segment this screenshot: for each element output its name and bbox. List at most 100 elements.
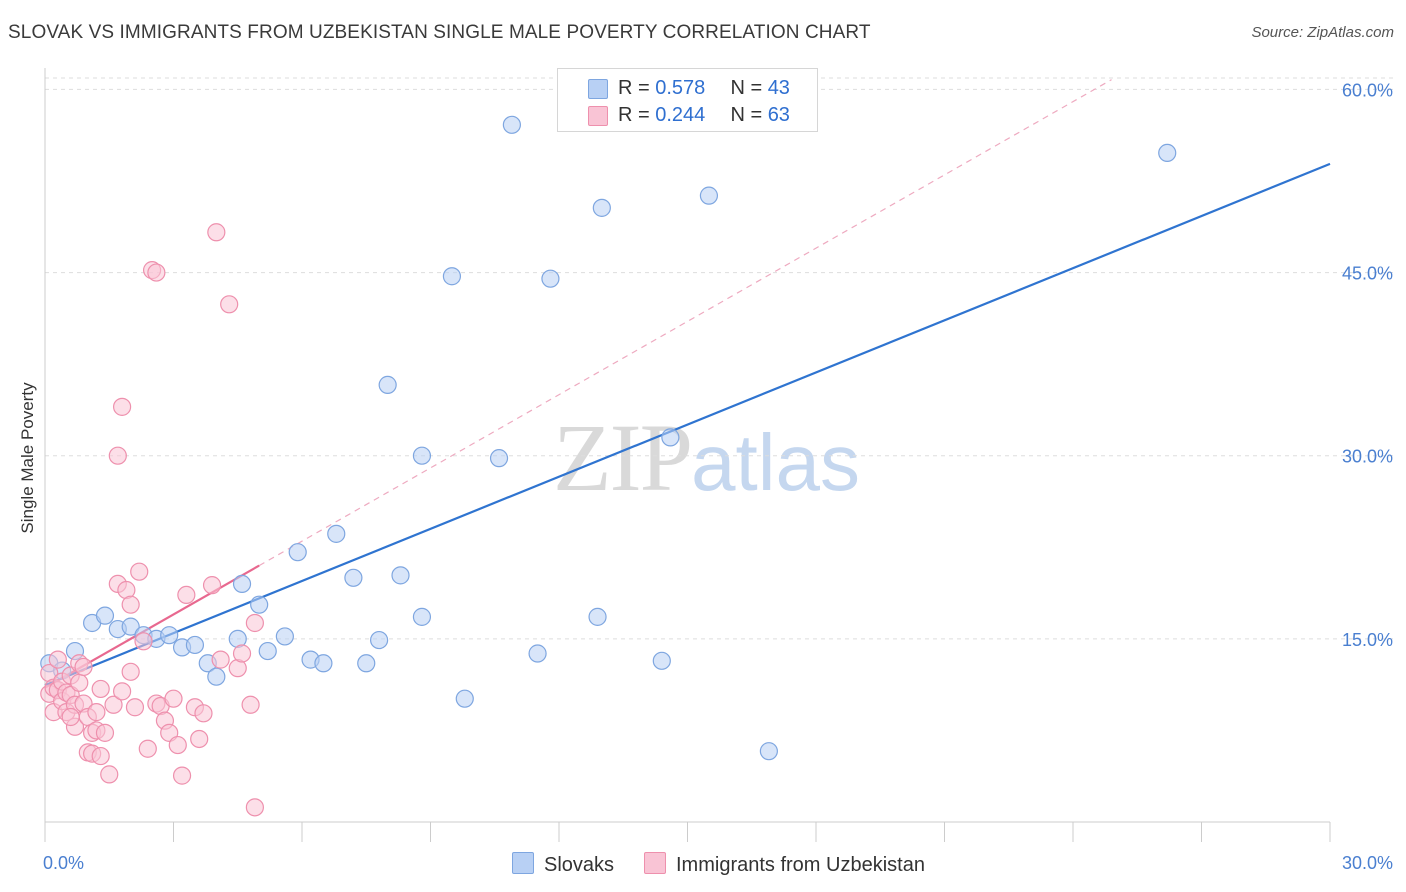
gridlines xyxy=(45,77,1395,640)
point-slovaks xyxy=(314,654,333,673)
bottom-legend-uzbekistan: Immigrants from Uzbekistan xyxy=(644,852,925,877)
legend-n-value: 43 xyxy=(767,77,790,99)
bottom-legend-label: Immigrants from Uzbekistan xyxy=(676,854,925,876)
point-slovaks xyxy=(327,524,346,543)
point-slovaks xyxy=(344,568,363,587)
chart-title: SLOVAK VS IMMIGRANTS FROM UZBEKISTAN SIN… xyxy=(8,22,871,43)
bottom-legend-slovaks: Slovaks xyxy=(512,852,614,877)
point-slovaks xyxy=(288,543,307,562)
point-uzbekistan xyxy=(245,613,264,633)
point-uzbekistan xyxy=(134,632,153,651)
point-uzbekistan xyxy=(202,576,222,595)
point-uzbekistan xyxy=(232,644,252,663)
point-uzbekistan xyxy=(108,446,127,465)
y-tick-label: 60.0% xyxy=(1342,80,1393,100)
watermark-zip: ZIP xyxy=(553,404,693,511)
point-slovaks xyxy=(541,269,560,288)
point-slovaks xyxy=(160,626,179,645)
legend-r-value: 0.578 xyxy=(655,77,706,99)
point-slovaks xyxy=(232,574,252,594)
point-uzbekistan xyxy=(177,585,196,605)
point-slovaks xyxy=(588,607,607,626)
point-slovaks xyxy=(95,606,115,625)
point-uzbekistan xyxy=(87,703,106,722)
source-credit: Source: ZipAtlas.com xyxy=(1251,24,1394,41)
legend-row-uzbekistan: R = 0.244 N = 63 xyxy=(588,104,790,128)
point-uzbekistan xyxy=(172,766,192,785)
point-uzbekistan xyxy=(74,657,93,677)
point-slovaks xyxy=(528,644,547,663)
watermark: ZIPatlas xyxy=(553,402,860,513)
point-slovaks xyxy=(661,428,680,447)
point-slovaks xyxy=(759,742,778,761)
point-slovaks xyxy=(357,654,376,673)
watermark-atlas: atlas xyxy=(691,418,860,507)
legend-r-label: R = xyxy=(618,104,650,126)
legend-n-value: 63 xyxy=(767,104,790,126)
y-tick-label: 45.0% xyxy=(1342,264,1393,284)
point-uzbekistan xyxy=(168,735,187,755)
point-uzbekistan xyxy=(220,295,239,314)
point-uzbekistan xyxy=(48,650,67,669)
point-slovaks xyxy=(699,186,719,205)
point-slovaks xyxy=(391,566,410,585)
point-uzbekistan xyxy=(194,704,213,723)
bottom-legend-label: Slovaks xyxy=(544,854,615,876)
tick-labels: 15.0% 30.0% 45.0% 60.0% 0.0% 30.0% xyxy=(43,80,1393,873)
point-slovaks xyxy=(121,617,140,636)
point-slovaks xyxy=(412,607,432,626)
point-uzbekistan xyxy=(91,746,110,766)
point-uzbekistan xyxy=(164,689,183,708)
point-slovaks xyxy=(489,449,509,468)
y-axis-label: Single Male Poverty xyxy=(18,382,37,534)
point-slovaks xyxy=(185,635,205,655)
point-uzbekistan xyxy=(104,695,123,714)
trend-lines xyxy=(44,79,1331,689)
point-slovaks xyxy=(370,630,389,650)
point-uzbekistan xyxy=(91,679,110,699)
legend-r-label: R = xyxy=(618,77,650,99)
legend-row-slovaks: R = 0.578 N = 43 xyxy=(588,77,790,101)
bottom-swatch-uzbekistan xyxy=(644,852,666,874)
point-uzbekistan xyxy=(147,263,166,282)
point-uzbekistan xyxy=(61,707,80,727)
point-uzbekistan xyxy=(121,595,140,614)
point-uzbekistan xyxy=(112,682,132,701)
point-uzbekistan xyxy=(190,729,209,749)
x-tick-label: 0.0% xyxy=(43,853,84,873)
point-uzbekistan xyxy=(207,223,226,242)
trend-line-slovaks xyxy=(44,162,1331,687)
point-slovaks xyxy=(258,641,277,661)
point-uzbekistan xyxy=(138,739,157,758)
axes xyxy=(44,68,1331,842)
legend-n-label: N = xyxy=(730,104,763,126)
point-uzbekistan xyxy=(100,765,119,784)
point-slovaks xyxy=(592,198,611,217)
y-tick-label: 15.0% xyxy=(1342,630,1393,650)
point-uzbekistan xyxy=(121,662,140,681)
data-points xyxy=(40,115,1177,817)
point-slovaks xyxy=(455,689,474,708)
legend-swatch-slovaks xyxy=(588,79,608,99)
legend-n-label: N = xyxy=(730,77,763,99)
point-slovaks xyxy=(442,267,462,286)
point-uzbekistan xyxy=(125,698,145,717)
point-uzbekistan xyxy=(241,695,260,714)
point-slovaks xyxy=(652,651,671,670)
point-slovaks xyxy=(250,595,269,614)
point-uzbekistan xyxy=(95,723,115,742)
bottom-swatch-slovaks xyxy=(512,852,534,874)
y-tick-label: 30.0% xyxy=(1342,447,1393,467)
correlation-legend: R = 0.578 N = 43 R = 0.244 N = 63 xyxy=(557,68,818,132)
x-tick-label: 30.0% xyxy=(1342,853,1393,873)
trend-extension-uzbekistan xyxy=(258,79,1112,567)
point-slovaks xyxy=(275,627,294,646)
point-uzbekistan xyxy=(70,673,89,692)
point-slovaks xyxy=(1158,143,1177,163)
point-uzbekistan xyxy=(245,798,264,817)
point-uzbekistan xyxy=(112,397,132,416)
point-slovaks xyxy=(412,446,432,465)
point-slovaks xyxy=(207,667,226,686)
point-uzbekistan xyxy=(130,562,149,581)
